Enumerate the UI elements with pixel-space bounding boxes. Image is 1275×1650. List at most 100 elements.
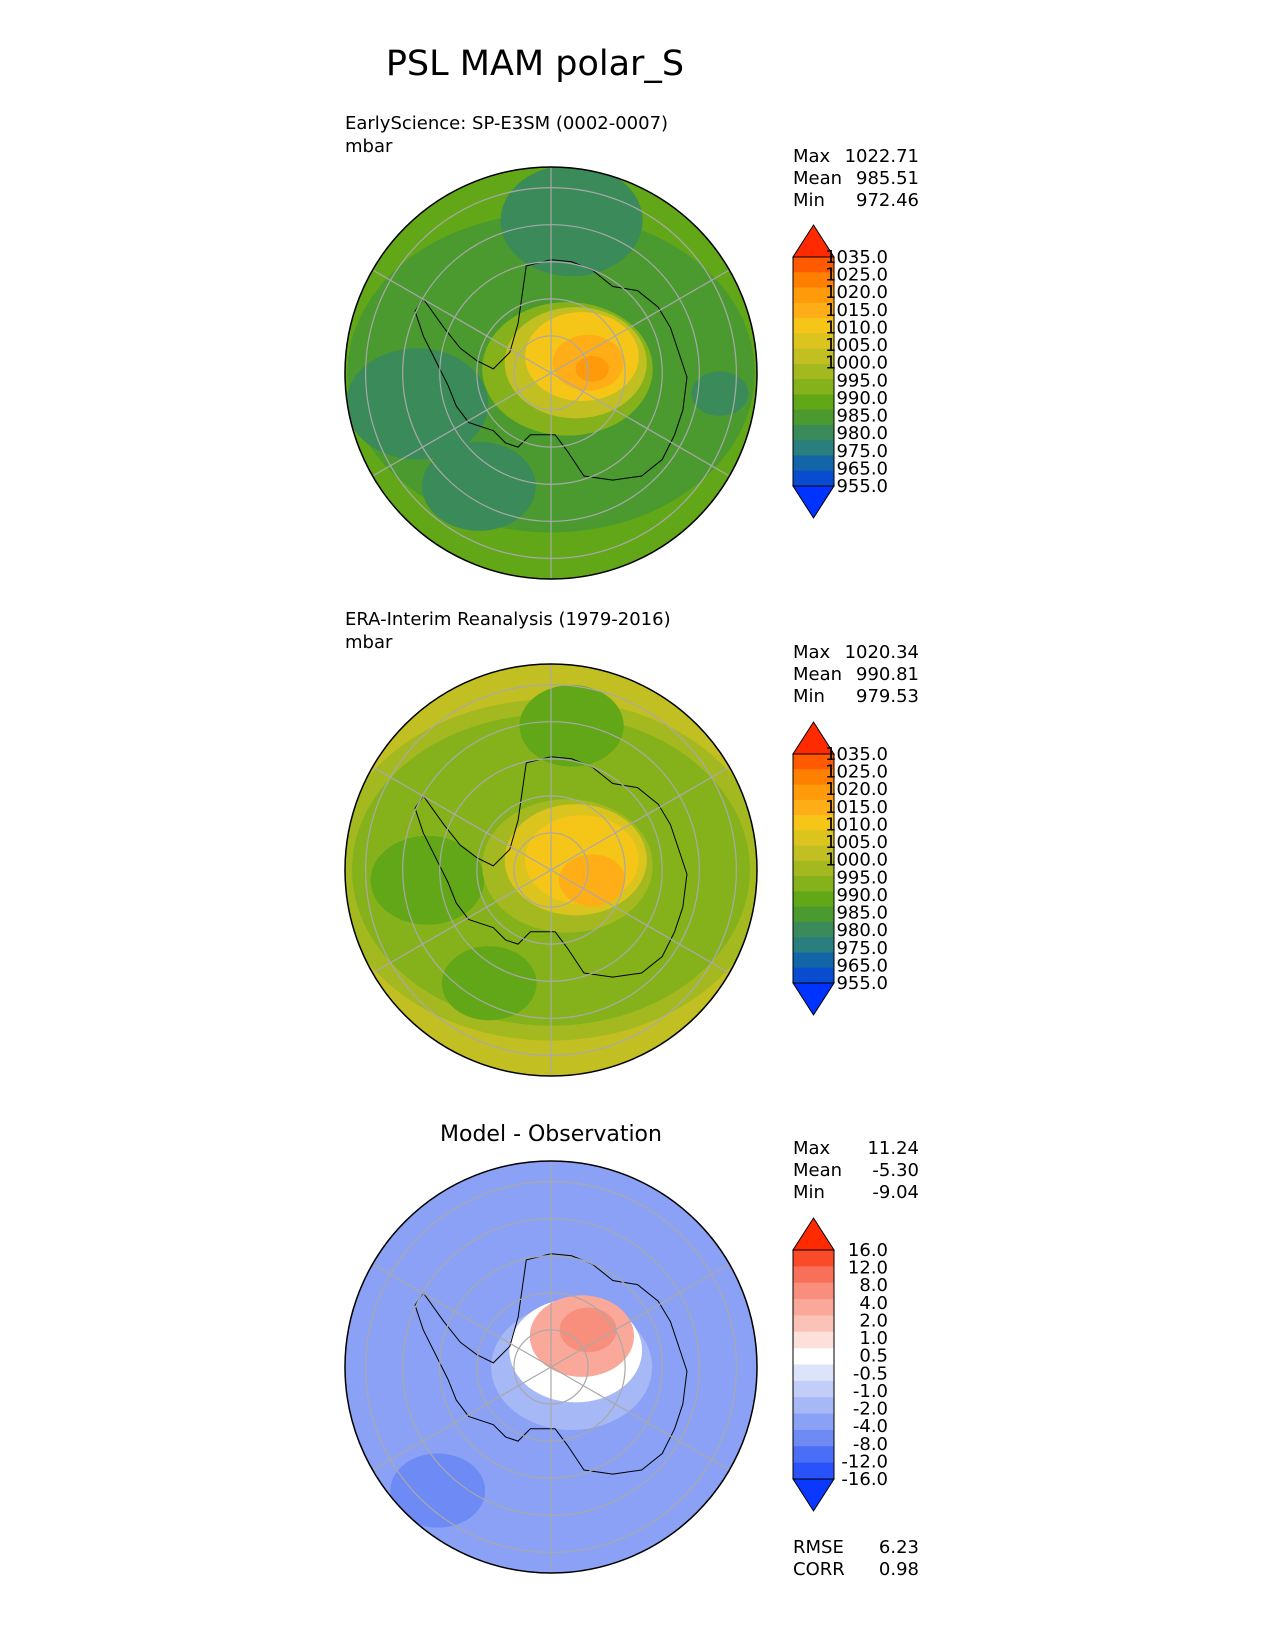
colorbar-tick-label: 980.0 [836,920,888,941]
colorbar-tick-label: 1020.0 [825,282,888,303]
colorbar-tick-label: 980.0 [836,423,888,444]
lon-gridline [550,766,730,871]
contour-region [575,355,609,382]
contour-region [346,348,489,460]
panel-diff-colorbar: 16.012.08.04.02.01.00.5-0.5-1.0-2.0-4.0-… [792,1217,888,1512]
colorbar-tick-label: 975.0 [836,938,888,959]
colorbar-swatch [793,1250,834,1267]
colorbar-swatch [793,876,834,892]
colorbar-swatch [793,784,834,801]
colorbar-swatch [793,769,834,786]
colorbar-swatch [793,272,834,289]
colorbar-swatch [793,1331,834,1349]
colorbar-tick-label: 16.0 [848,1240,888,1261]
colorbar-tick-label: 1010.0 [825,814,888,835]
colorbar-swatch [793,906,834,923]
colorbar-swatch [793,257,834,273]
lon-gridline [550,1263,730,1368]
colorbar-tick-label: 975.0 [836,441,888,462]
colorbar-tick-label: 4.0 [859,1293,888,1314]
lon-gridline [372,1263,552,1368]
colorbar-tick-label: 990.0 [836,885,888,906]
colorbar-swatch [793,1299,834,1316]
colorbar-swatch [793,815,834,831]
stat-label: Min [793,686,825,707]
colorbar-bottom-arrow [792,485,835,519]
colorbar-tick-label: -1.0 [853,1381,888,1402]
panel-diff-stats: Max 11.24 Mean -5.30 Min -9.04 [793,1138,919,1203]
colorbar-swatch [793,455,834,472]
colorbar-tick-label: 1000.0 [825,353,888,374]
colorbar-tick-label: 1005.0 [825,832,888,853]
colorbar-swatch [793,891,834,908]
lon-gridline [372,869,552,974]
stat-value: 972.46 [856,190,919,211]
colorbar-swatch [793,333,834,350]
colorbar-tick-label: 8.0 [859,1275,888,1296]
colorbar-swatch [793,470,834,487]
stat-value: 979.53 [856,686,919,707]
colorbar-swatch [793,1364,834,1382]
colorbar-swatch [793,1462,834,1480]
panel-model-colorbar: 1035.01025.01020.01015.01010.01005.01000… [792,224,888,519]
colorbar-swatch [793,424,834,441]
colorbar-swatch [793,952,834,969]
stat-label: Mean [793,1160,842,1181]
colorbar-tick-label: 955.0 [836,973,888,994]
colorbar-bottom-arrow [792,982,835,1016]
colorbar-swatch [793,845,834,862]
colorbar-tick-label: 1010.0 [825,317,888,338]
colorbar-tick-label: -4.0 [853,1416,888,1437]
stat-label: Min [793,1182,825,1203]
stat-label: Mean [793,168,842,189]
panel-obs-label: ERA-Interim Reanalysis (1979-2016) [345,609,671,630]
colorbar-swatch [793,287,834,304]
lon-gridline [372,269,552,374]
colorbar-swatch [793,394,834,411]
colorbar-swatch [793,1380,834,1398]
colorbar-tick-label: 1035.0 [825,744,888,765]
map-boundary [344,1160,758,1574]
colorbar-tick-label: 1000.0 [825,850,888,871]
coastline [414,259,688,481]
colorbar-tick-label: 1015.0 [825,300,888,321]
panel-model: EarlyScience: SP-E3SM (0002-0007) mbar M… [344,113,919,580]
colorbar-frame [792,1249,835,1480]
lon-gridline [550,869,730,974]
stat-label: Max [793,146,831,167]
lon-gridline [372,1366,552,1471]
stat-value: 1020.34 [845,642,919,663]
colorbar-bottom-arrow [792,1478,835,1512]
metric-label: RMSE [793,1537,844,1558]
stat-value: 11.24 [867,1138,919,1159]
panel-model-label: EarlyScience: SP-E3SM (0002-0007) [345,113,668,134]
colorbar-swatch [793,799,834,816]
colorbar-tick-label: 985.0 [836,406,888,427]
stat-value: 990.81 [856,664,919,685]
lon-gridline [372,766,552,871]
colorbar-tick-label: 985.0 [836,903,888,924]
panel-obs-colorbar: 1035.01025.01020.01015.01010.01005.01000… [792,721,888,1016]
stat-label: Min [793,190,825,211]
colorbar-swatch [793,1282,834,1300]
lon-gridline [550,1366,730,1471]
coastline [414,756,688,978]
colorbar-tick-label: 995.0 [836,867,888,888]
colorbar-swatch [793,409,834,426]
stat-value: 985.51 [856,168,919,189]
panel-obs: ERA-Interim Reanalysis (1979-2016) mbar … [344,609,919,1077]
panel-obs-units: mbar [345,632,393,653]
lon-gridline [550,372,730,477]
colorbar-swatch [793,1315,834,1333]
contour-region [519,685,624,767]
map-boundary [344,663,758,1077]
colorbar-swatch [793,379,834,395]
colorbar-swatch [793,921,834,938]
contour-region [422,441,536,531]
colorbar-frame [792,256,835,487]
colorbar-tick-label: 1020.0 [825,779,888,800]
colorbar-tick-label: 2.0 [859,1310,888,1331]
map-boundary [344,166,758,580]
